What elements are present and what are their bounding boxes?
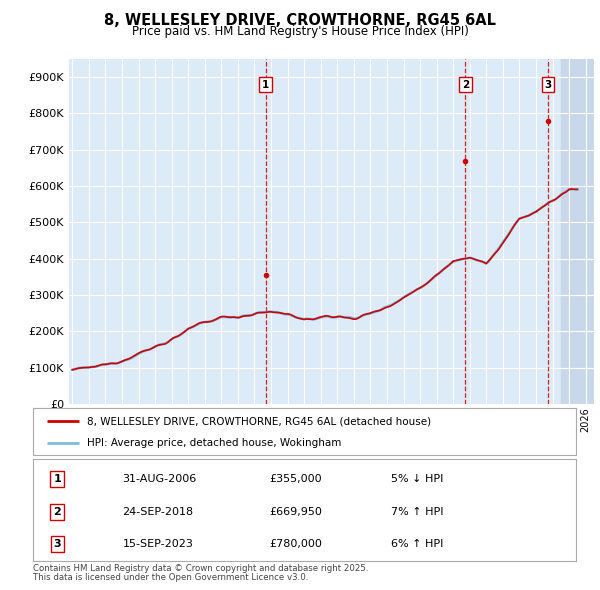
Text: 5% ↓ HPI: 5% ↓ HPI <box>391 474 444 484</box>
Text: 24-SEP-2018: 24-SEP-2018 <box>122 507 194 517</box>
Text: 15-SEP-2023: 15-SEP-2023 <box>122 539 193 549</box>
Text: 6% ↑ HPI: 6% ↑ HPI <box>391 539 444 549</box>
Text: 8, WELLESLEY DRIVE, CROWTHORNE, RG45 6AL (detached house): 8, WELLESLEY DRIVE, CROWTHORNE, RG45 6AL… <box>88 416 431 426</box>
Text: 3: 3 <box>544 80 551 90</box>
Text: 2: 2 <box>53 507 61 517</box>
Text: HPI: Average price, detached house, Wokingham: HPI: Average price, detached house, Woki… <box>88 438 341 448</box>
Text: 3: 3 <box>53 539 61 549</box>
Text: 7% ↑ HPI: 7% ↑ HPI <box>391 507 444 517</box>
Text: 2: 2 <box>461 80 469 90</box>
Text: Price paid vs. HM Land Registry's House Price Index (HPI): Price paid vs. HM Land Registry's House … <box>131 25 469 38</box>
Text: 1: 1 <box>53 474 61 484</box>
Text: £780,000: £780,000 <box>269 539 322 549</box>
Text: £355,000: £355,000 <box>269 474 322 484</box>
Text: 1: 1 <box>262 80 269 90</box>
Text: This data is licensed under the Open Government Licence v3.0.: This data is licensed under the Open Gov… <box>33 573 308 582</box>
Text: Contains HM Land Registry data © Crown copyright and database right 2025.: Contains HM Land Registry data © Crown c… <box>33 564 368 573</box>
Text: £669,950: £669,950 <box>269 507 322 517</box>
Text: 31-AUG-2006: 31-AUG-2006 <box>122 474 197 484</box>
Bar <box>561 59 594 404</box>
Text: 8, WELLESLEY DRIVE, CROWTHORNE, RG45 6AL: 8, WELLESLEY DRIVE, CROWTHORNE, RG45 6AL <box>104 13 496 28</box>
